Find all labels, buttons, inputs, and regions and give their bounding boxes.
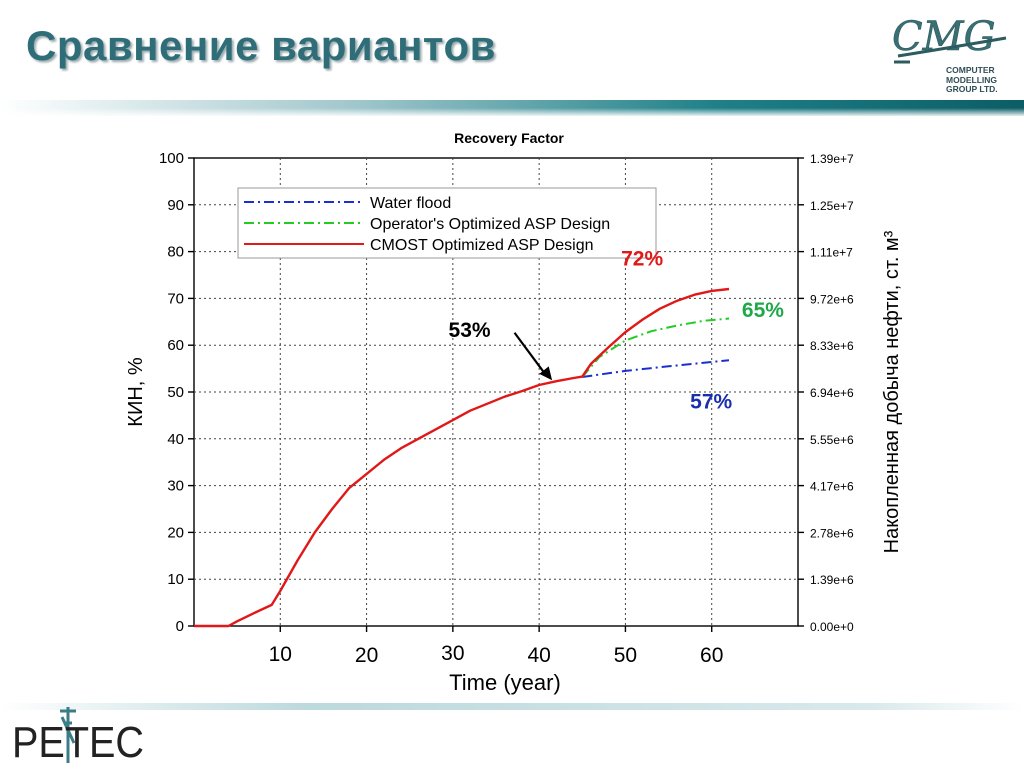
right-tick-label: 4.17e+6 [810,480,854,494]
right-tick-label: 1.11e+7 [810,246,853,260]
chart-title: Recovery Factor [454,130,564,146]
annotation-label: 65% [742,299,784,322]
series-layer [194,287,730,628]
right-tick-label: 1.39e+7 [810,152,854,166]
x-axis-label: Time (year) [449,670,561,695]
y-axis-label-right: Накопленная добыча нефти, ст. м³ [881,230,903,553]
x-tick-label: 20 [355,644,378,667]
right-tick-label: 0.00e+0 [810,620,854,634]
right-axis-ticks: 0.00e+0 1.39e+6 2.78e+6 4.17e+6 5.55e+6 6.94e… [798,152,854,634]
left-tick-label: 50 [167,384,184,401]
right-tick-label: 5.55e+6 [810,433,854,447]
left-tick-label: 40 [167,431,184,448]
x-tick-label: 10 [269,643,292,666]
cmg-subtitle-line: MODELLING [946,74,997,85]
cmg-logo: CMG [888,8,1012,98]
petec-wordmark: PETEC [12,718,144,765]
x-tick-label: 40 [527,644,550,667]
slide-title: Сравнение вариантов [26,22,496,69]
series-line-cmost [194,287,730,628]
y-axis-label-left: КИН, % [125,357,147,427]
x-tick-label: 60 [700,644,723,667]
right-tick-label: 2.78e+6 [810,526,854,540]
left-tick-label: 0 [176,618,184,635]
left-tick-label: 70 [167,290,184,307]
annotation-label: 53% [449,319,491,342]
right-tick-label: 8.33e+6 [810,339,854,353]
right-tick-label: 1.39e+6 [810,573,854,587]
petec-logo: PETEC [10,703,150,767]
annotation-label: 57% [690,390,732,413]
right-tick-label: 6.94e+6 [810,386,854,400]
left-axis-ticks: 0 10 20 30 40 50 60 70 80 90 100 [159,150,194,635]
left-tick-label: 60 [167,337,184,354]
annotation-arrow-head [539,366,553,381]
x-tick-label: 50 [614,644,637,667]
left-tick-label: 100 [159,150,184,167]
x-axis-ticks: 10 20 30 40 50 60 [269,626,723,667]
legend-label-cmost: CMOST Optimized ASP Design [370,237,594,254]
legend-label-operator: Operator's Optimized ASP Design [370,216,610,233]
left-tick-label: 80 [167,244,184,261]
left-tick-label: 20 [167,524,184,541]
top-decorative-band [0,96,1024,122]
left-tick-label: 10 [167,571,184,588]
right-tick-label: 1.25e+7 [810,199,854,213]
petec-derrick-icon [60,707,76,763]
legend: Water flood Operator's Optimized ASP Des… [237,187,657,259]
series-line-water-flood [582,359,730,378]
annotations-layer: 72% 65% 57% 53% [449,248,785,414]
annotation-arrow-line [513,332,547,376]
right-tick-label: 9.72e+6 [810,292,854,306]
annotation-label: 72% [621,248,663,271]
legend-label-water-flood: Water flood [370,195,451,212]
cmg-subtitle-line: GROUP LTD. [946,84,998,94]
x-tick-label: 30 [441,642,464,665]
bottom-decorative-band [0,700,1024,714]
left-tick-label: 90 [167,197,184,214]
cmg-logo-subtitle: COMPUTER MODELLING GROUP LTD. [946,65,998,95]
left-tick-label: 30 [167,478,184,495]
cmg-logo-mark: CMG [892,14,996,60]
cmg-subtitle-line: COMPUTER [946,65,995,75]
